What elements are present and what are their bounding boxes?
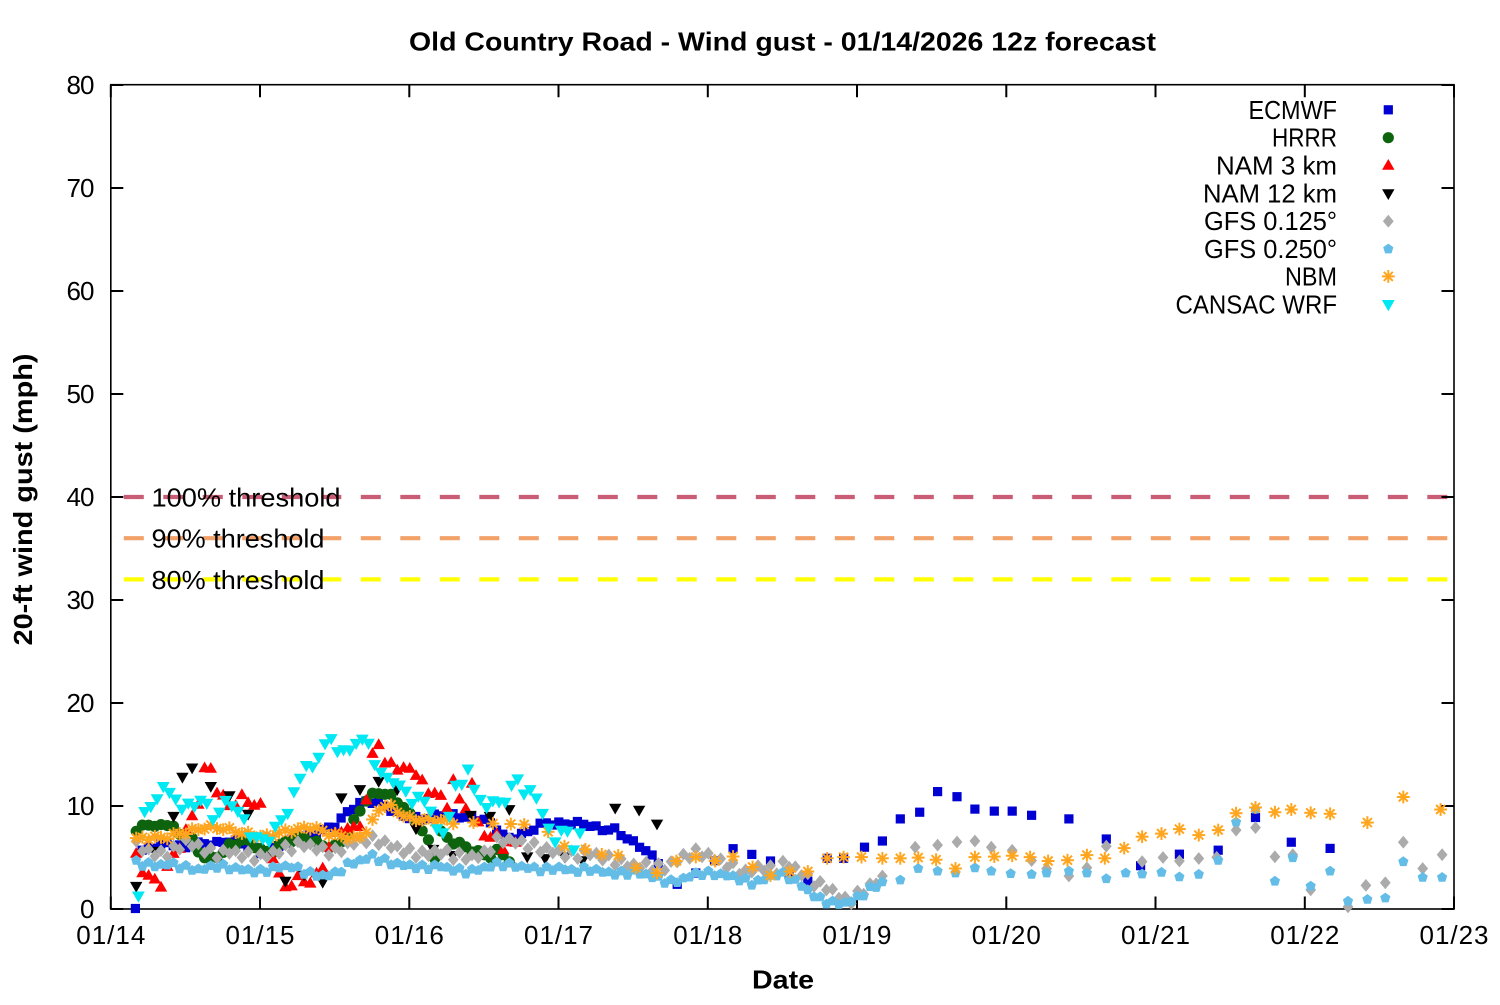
svg-text:01/19: 01/19: [823, 920, 892, 950]
svg-text:30: 30: [67, 585, 95, 615]
svg-text:0: 0: [80, 894, 94, 924]
svg-text:Date: Date: [752, 965, 814, 995]
svg-text:100% threshold: 100% threshold: [152, 483, 341, 513]
svg-text:01/22: 01/22: [1270, 920, 1339, 950]
svg-text:NAM 3 km: NAM 3 km: [1216, 150, 1337, 180]
svg-text:90% threshold: 90% threshold: [152, 524, 325, 554]
svg-text:20: 20: [67, 688, 95, 718]
svg-text:01/17: 01/17: [524, 920, 593, 950]
svg-text:NAM 12 km: NAM 12 km: [1203, 179, 1337, 209]
svg-text:GFS 0.125°: GFS 0.125°: [1204, 206, 1337, 236]
svg-text:01/15: 01/15: [226, 920, 295, 950]
svg-text:Old Country Road - Wind gust -: Old Country Road - Wind gust - 01/14/202…: [409, 26, 1156, 56]
svg-text:01/18: 01/18: [673, 920, 742, 950]
svg-text:50: 50: [67, 379, 95, 409]
svg-text:ECMWF: ECMWF: [1249, 95, 1338, 125]
svg-text:40: 40: [67, 482, 95, 512]
svg-text:80: 80: [67, 70, 95, 100]
svg-text:01/20: 01/20: [972, 920, 1041, 950]
svg-text:01/14: 01/14: [76, 920, 145, 950]
svg-text:NBM: NBM: [1285, 261, 1337, 291]
svg-text:01/16: 01/16: [375, 920, 444, 950]
svg-text:60: 60: [67, 276, 95, 306]
svg-text:70: 70: [67, 173, 95, 203]
svg-text:80% threshold: 80% threshold: [152, 565, 325, 595]
svg-text:01/23: 01/23: [1420, 920, 1489, 950]
svg-text:20-ft wind gust (mph): 20-ft wind gust (mph): [8, 354, 38, 646]
svg-text:HRRR: HRRR: [1272, 123, 1337, 153]
svg-text:10: 10: [67, 791, 95, 821]
svg-text:01/21: 01/21: [1121, 920, 1190, 950]
svg-text:CANSAC WRF: CANSAC WRF: [1176, 290, 1338, 320]
svg-text:GFS 0.250°: GFS 0.250°: [1204, 234, 1337, 264]
